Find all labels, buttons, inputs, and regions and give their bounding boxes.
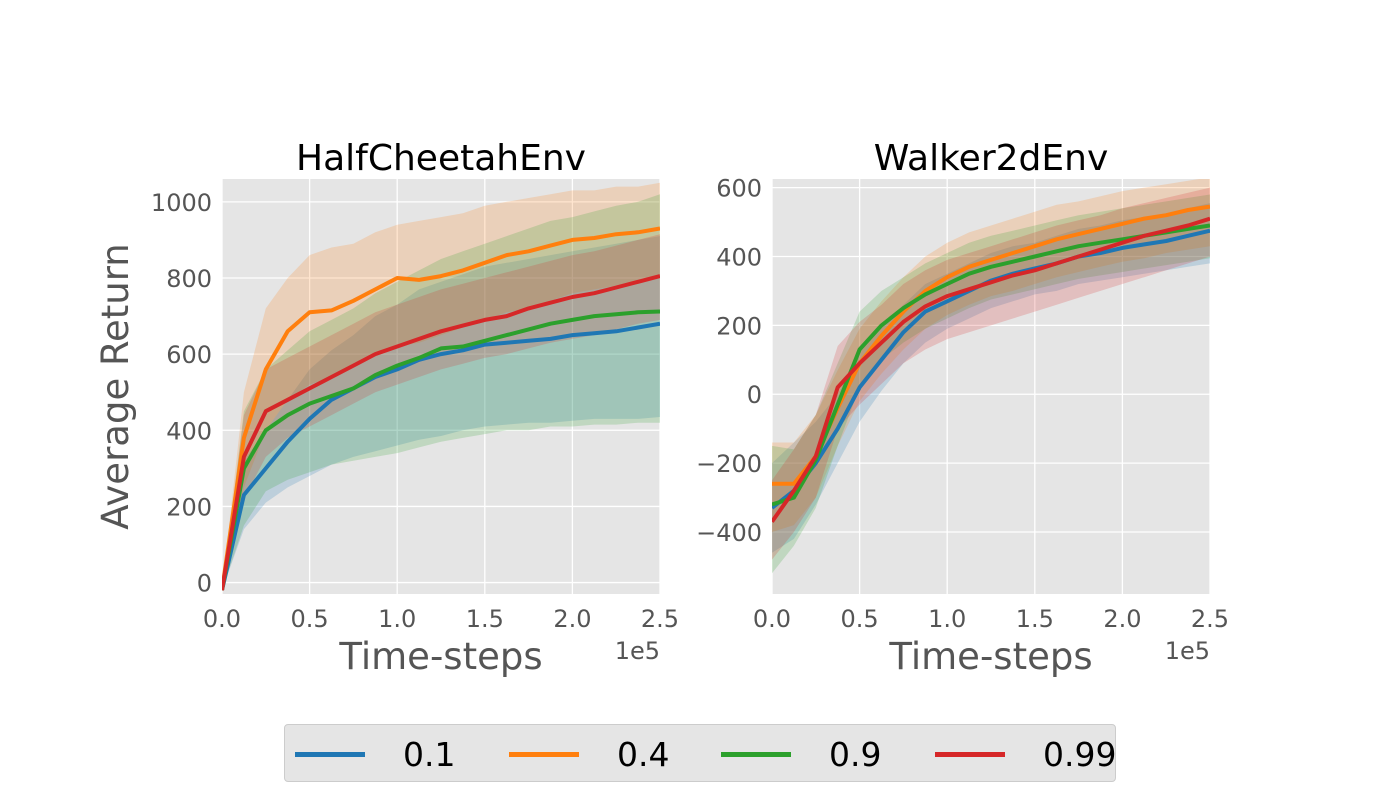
legend-item-0.99: 0.99 (935, 725, 1116, 783)
y-tick-label: −200 (696, 450, 762, 478)
legend-item-0.4: 0.4 (509, 725, 669, 783)
walker2d-chart: 0.0 0.5 1.0 1.5 2.0 2.5 −400 −200 0 200 400 600 Walk… (696, 138, 1229, 678)
series-line-0.4 (222, 226, 660, 591)
x-tick-label: 0.0 (203, 605, 241, 633)
y-tick-label: 400 (166, 417, 212, 445)
plot-area (222, 179, 660, 594)
series-line-0.4 (772, 204, 1210, 486)
legend: 0.1 0.4 0.9 0.99 (284, 724, 1116, 782)
legend-label-0.1: 0.1 (403, 734, 456, 774)
x-offset-label: 1e5 (1165, 637, 1210, 665)
series-line-0.99 (222, 274, 660, 591)
legend-label-0.99: 0.99 (1043, 734, 1117, 774)
x-tick-label: 1.0 (378, 605, 416, 633)
legend-item-0.9: 0.9 (721, 725, 881, 783)
y-tick-label: −400 (696, 519, 762, 547)
y-tick-label: 0 (197, 570, 212, 598)
x-tick-label: 0.0 (753, 605, 791, 633)
y-tick-label: 600 (166, 341, 212, 369)
y-axis-label: Average Return (94, 243, 137, 529)
legend-label-0.4: 0.4 (617, 734, 670, 774)
x-tick-label: 1.5 (1016, 605, 1054, 633)
x-axis-label: Time-steps (888, 635, 1092, 678)
legend-swatch-0.99 (935, 751, 1005, 757)
series-line-0.9 (222, 309, 660, 591)
legend-swatch-0.9 (721, 751, 791, 757)
band-0.1 (772, 203, 1210, 553)
y-tick-label: 1000 (151, 189, 212, 217)
legend-swatch-0.1 (295, 751, 365, 757)
y-tick-label: 600 (716, 175, 762, 203)
x-offset-label: 1e5 (615, 637, 660, 665)
x-tick-label: 1.5 (466, 605, 504, 633)
x-tick-label: 0.5 (841, 605, 879, 633)
y-tick-label: 0 (747, 381, 762, 409)
legend-swatch-0.4 (509, 751, 579, 757)
x-tick-label: 2.5 (1191, 605, 1229, 633)
x-tick-label: 2.0 (1103, 605, 1141, 633)
series-line-0.99 (772, 216, 1210, 523)
chart-title: HalfCheetahEnv (296, 138, 586, 179)
chart-title: Walker2dEnv (874, 138, 1109, 179)
legend-item-0.1: 0.1 (295, 725, 455, 783)
band-0.4 (222, 182, 660, 591)
halfcheetah-chart: 0.0 0.5 1.0 1.5 2.0 2.5 0 200 400 600 800 1000 HalfC… (94, 138, 679, 678)
x-tick-label: 0.5 (291, 605, 329, 633)
band-0.9 (222, 194, 660, 591)
series-line-0.1 (222, 321, 660, 591)
y-tick-label: 200 (166, 493, 212, 521)
legend-label-0.9: 0.9 (829, 734, 882, 774)
x-axis-label: Time-steps (338, 635, 542, 678)
band-0.99 (772, 187, 1210, 560)
y-tick-label: 200 (716, 312, 762, 340)
x-tick-label: 2.5 (641, 605, 679, 633)
y-tick-label: 400 (716, 243, 762, 271)
x-tick-label: 2.0 (553, 605, 591, 633)
x-tick-label: 1.0 (928, 605, 966, 633)
y-tick-label: 800 (166, 265, 212, 293)
